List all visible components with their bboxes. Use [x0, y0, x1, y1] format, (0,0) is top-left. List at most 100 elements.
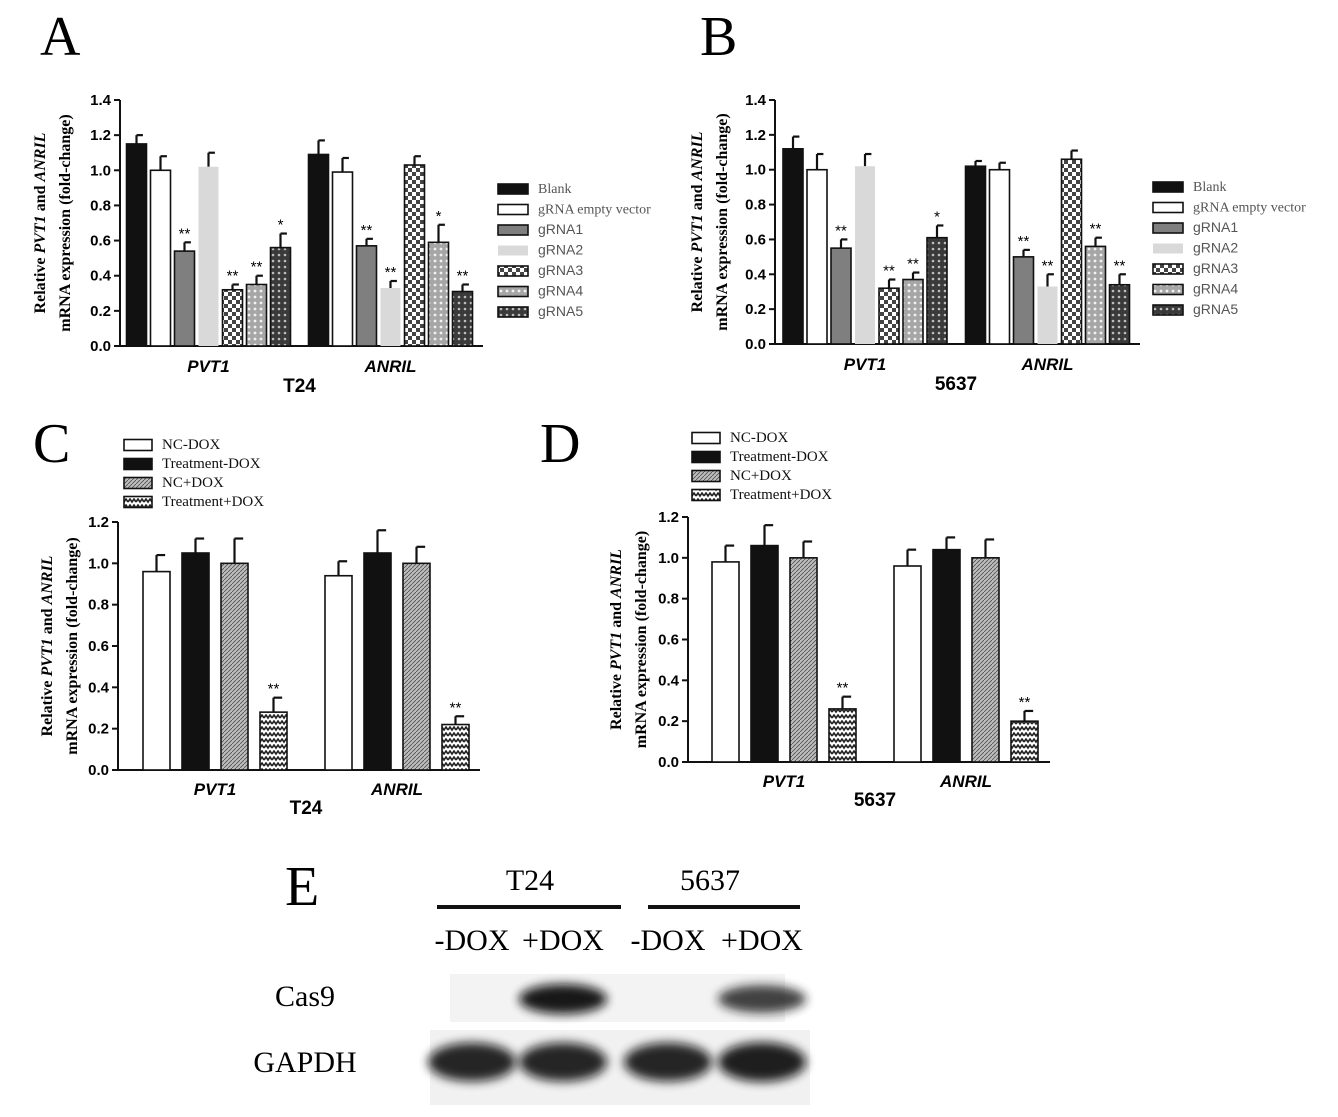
chart-b-y-tick-label: 0.6: [745, 231, 766, 248]
panel-letter-a: A: [40, 6, 81, 68]
chart-a-bar-anril-grna3: [403, 164, 426, 347]
chart-d-y-tick-label: 0.6: [658, 632, 679, 649]
chart-b-significance-label: **: [1018, 233, 1030, 250]
chart-b-bar-pvt1-grna1: [830, 247, 852, 345]
chart-d-bar-pvt1-treatment-dox: [828, 708, 857, 763]
chart-c-bar-anril-treatment-dox: [441, 723, 470, 771]
lane-label-1: -DOX: [435, 924, 510, 957]
chart-d-legend-swatch-treatment-dox: [691, 488, 721, 502]
chart-b-legend-label-grna5: gRNA5: [1193, 301, 1238, 317]
chart-a-bar-pvt1-grna3: [221, 288, 244, 347]
ylabel-gene1: PVT1: [39, 638, 56, 677]
ylabel-part: and: [32, 181, 49, 215]
chart-d-legend-label-treatment-dox: Treatment+DOX: [730, 487, 832, 503]
chart-a-legend-swatch-grna1: [497, 224, 529, 236]
chart-b-bar-pvt1-grna-empty-vector: [806, 168, 828, 345]
chart-c-legend-swatch-nc-dox: [123, 476, 153, 490]
chart-b-legend-label-grna4: gRNA4: [1193, 281, 1238, 297]
panel-letter-d: D: [540, 413, 580, 475]
chart-b-significance-label: **: [1090, 221, 1102, 238]
ylabel-gene1: PVT1: [689, 214, 706, 253]
chart-d-legend-label-nc-dox: NC+DOX: [730, 468, 792, 484]
ylabel-gene2: ANRIL: [689, 131, 706, 181]
chart-c-bar-pvt1-nc-dox: [142, 570, 171, 771]
chart-d-significance-label: **: [837, 680, 849, 697]
chart-b-legend-label-grna3: gRNA3: [1193, 260, 1238, 276]
chart-b-legend-label-blank: Blank: [1193, 180, 1226, 195]
blot-bands: [428, 984, 806, 1082]
ylabel-part: Relative: [32, 253, 49, 313]
chart-b-y-tick-label: 0.4: [745, 266, 767, 283]
chart-b-bar-anril-grna-empty-vector: [988, 168, 1011, 345]
ylabel-gene2: ANRIL: [32, 132, 49, 182]
chart-b-bar-anril-grna1: [1012, 256, 1035, 345]
chart-a-bar-anril-grna1: [355, 245, 378, 347]
chart-d-legend-swatch-nc-dox: [691, 469, 721, 483]
blot-band-cas9-lane-2: [519, 984, 607, 1014]
ylabel-gene1: PVT1: [608, 632, 625, 671]
blot-row-label-cas9: Cas9: [275, 980, 335, 1013]
chart-a-bar-pvt1-grna-empty-vector: [149, 169, 172, 347]
chart-a-bar-anril-blank: [307, 153, 330, 347]
chart-a-y-tick-label: 1.2: [90, 127, 111, 144]
chart-b-significance-label: **: [883, 263, 895, 280]
chart-panel-b: 0.0 0.2 0.4 0.6 0.8 1.0 1.2 1.4 Relative PVT1 an…: [689, 92, 1306, 395]
chart-a-bar-anril-grna4: [427, 241, 450, 347]
chart-d-legend-label-nc-dox: NC-DOX: [730, 430, 788, 446]
chart-panel-c: 0.0 0.2 0.4 0.6 0.8 1.0 1.2 Relative PVT1 and A…: [39, 437, 480, 819]
cell-line-label-t24: T24: [506, 864, 554, 897]
chart-d-y-tick-label: 1.0: [658, 550, 679, 567]
chart-a-legend-label-grna5: gRNA5: [538, 303, 583, 319]
chart-d-category-label: PVT1: [763, 772, 806, 791]
chart-b-legend-swatch-grna3: [1152, 263, 1184, 275]
chart-d-bar-pvt1-treatment-dox: [750, 544, 779, 763]
ylabel-part: and: [39, 604, 56, 638]
chart-b-bar-anril-grna2: [1037, 286, 1058, 344]
chart-b-bar-anril-grna5: [1108, 283, 1131, 345]
cell-line-label-5637: 5637: [680, 864, 740, 897]
chart-c-y-tick-label: 1.2: [88, 514, 109, 531]
chart-c-significance-label: **: [268, 681, 280, 698]
chart-panel-a: 0.0 0.2 0.4 0.6 0.8 1.0 1.2 1.4 Relative PVT1 an…: [32, 92, 651, 397]
chart-c-significance-label: **: [450, 699, 462, 716]
chart-a-y-tick-label: 0.2: [90, 303, 111, 320]
chart-c-bar-anril-treatment-dox: [363, 552, 392, 771]
chart-a-x-axis-title: T24: [283, 376, 316, 397]
ylabel-gene2: ANRIL: [39, 555, 56, 605]
chart-b-y-tick-label: 1.2: [745, 127, 766, 144]
blot-band-gapdh-lane-4: [718, 1042, 806, 1082]
chart-a-bar-pvt1-blank: [125, 143, 148, 347]
chart-b-x-axis-title: 5637: [935, 374, 977, 395]
chart-a-bar-pvt1-grna2: [198, 166, 219, 346]
chart-c-legend-label-treatment-dox: Treatment-DOX: [162, 456, 261, 472]
chart-c-y-axis-title-line1: Relative PVT1 and ANRIL: [39, 555, 56, 736]
chart-b-significance-label: **: [1114, 257, 1126, 274]
chart-b-legend-swatch-grna1: [1152, 222, 1184, 234]
chart-a-significance-label: **: [251, 259, 263, 276]
chart-d-legend-label-treatment-dox: Treatment-DOX: [730, 449, 829, 465]
ylabel-part: Relative: [39, 676, 56, 736]
chart-a-legend-swatch-blank: [497, 183, 529, 195]
chart-a-bar-pvt1-grna4: [245, 283, 268, 347]
chart-a-significance-label: **: [227, 268, 239, 285]
blot-band-gapdh-lane-3: [624, 1042, 712, 1082]
panel-letter-e: E: [285, 856, 319, 918]
chart-b-bar-pvt1-blank: [782, 148, 804, 345]
ylabel-gene1: PVT1: [32, 215, 49, 254]
chart-a-legend-swatch-grna2: [498, 245, 528, 256]
chart-d-bar-pvt1-nc-dox: [789, 557, 818, 763]
chart-b-bar-anril-grna4: [1084, 245, 1107, 345]
chart-b-y-axis-title-line2: mRNA expression (fold-change): [714, 113, 731, 330]
chart-a-bar-anril-grna5: [451, 290, 474, 347]
chart-b-significance-label: **: [1042, 257, 1054, 274]
chart-d-bar-anril-nc-dox: [893, 565, 922, 763]
chart-b-significance-label: **: [835, 222, 847, 239]
chart-c-y-tick-label: 0.4: [88, 679, 110, 696]
blot-band-gapdh-lane-1: [428, 1042, 516, 1082]
chart-a-y-axis-title-line2: mRNA expression (fold-change): [57, 114, 74, 331]
chart-a-legend-label-grna2: gRNA2: [538, 242, 583, 258]
chart-a-significance-label: **: [457, 268, 469, 285]
chart-a-y-tick-label: 0.0: [90, 338, 111, 355]
chart-c-y-tick-label: 0.2: [88, 721, 109, 738]
